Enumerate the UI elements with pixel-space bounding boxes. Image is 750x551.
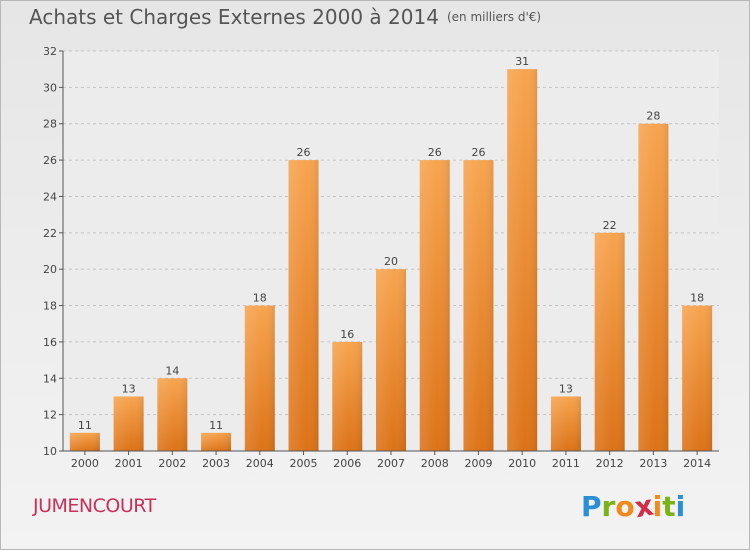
x-tick-label: 2007	[377, 457, 405, 470]
x-tick-label: 2011	[552, 457, 580, 470]
x-tick-label: 2006	[333, 457, 361, 470]
bar-shade	[288, 160, 319, 451]
y-tick-label: 32	[43, 45, 57, 58]
bar-value-label: 16	[340, 328, 354, 341]
chart-title: Achats et Charges Externes 2000 à 2014 (e…	[29, 5, 541, 29]
bar-shade	[682, 305, 713, 451]
bar-value-label: 26	[428, 146, 442, 159]
logo-letter: i	[652, 490, 663, 523]
logo-letter: t	[662, 490, 676, 523]
logo-letter: o	[615, 490, 635, 523]
bar-shade	[419, 160, 450, 451]
y-tick-label: 24	[43, 190, 57, 203]
x-tick-label: 2002	[158, 457, 186, 470]
bar-shade	[157, 378, 188, 451]
bar-value-label: 18	[690, 292, 704, 305]
bar-shade	[376, 269, 406, 451]
bar-value-label: 13	[122, 382, 136, 395]
x-tick-label: 2008	[421, 457, 449, 470]
commune-name: JUMENCOURT	[33, 495, 156, 517]
y-tick-label: 26	[43, 154, 57, 167]
logo-letter: r	[601, 490, 616, 523]
x-tick-label: 2003	[202, 457, 230, 470]
x-tick-label: 2012	[596, 457, 624, 470]
proxiti-logo[interactable]: Proxiti	[581, 489, 686, 525]
y-tick-label: 10	[43, 445, 57, 458]
x-tick-label: 2001	[115, 457, 143, 470]
x-tick-label: 2014	[683, 457, 711, 470]
bar-value-label: 26	[297, 146, 311, 159]
y-tick-label: 28	[43, 118, 57, 131]
bar-value-label: 14	[165, 364, 179, 377]
bar-value-label: 11	[78, 419, 92, 432]
bar-shade	[550, 396, 581, 451]
logo-letter: i	[675, 490, 686, 523]
x-tick-label: 2013	[639, 457, 667, 470]
bar-shade	[113, 396, 144, 451]
bar-shade	[332, 341, 363, 451]
bar-value-label: 26	[471, 146, 485, 159]
y-tick-label: 12	[43, 409, 57, 422]
chart-unit: (en milliers d'€)	[446, 10, 542, 24]
x-tick-label: 2010	[508, 457, 536, 470]
bar-value-label: 22	[603, 219, 617, 232]
chart-title-text: Achats et Charges Externes 2000 à 2014	[29, 5, 439, 29]
bar-shade	[201, 432, 232, 451]
y-tick-label: 16	[43, 336, 57, 349]
x-tick-label: 2004	[246, 457, 274, 470]
logo-letter: P	[581, 490, 602, 523]
bar-value-label: 31	[515, 55, 529, 68]
bar-shade	[638, 123, 669, 452]
y-tick-label: 20	[43, 263, 57, 276]
bar-value-label: 28	[646, 110, 660, 123]
y-tick-label: 22	[43, 227, 57, 240]
x-tick-label: 2000	[71, 457, 99, 470]
x-tick-label: 2009	[464, 457, 492, 470]
y-tick-label: 30	[43, 81, 57, 94]
bar-shade	[463, 160, 494, 451]
bars-layer: 11 13 14 11 18 26 16 20 26 26 31 13 22 28 18	[69, 55, 713, 452]
x-tick-label: 2005	[290, 457, 318, 470]
bar-value-label: 11	[209, 419, 223, 432]
bar-value-label: 20	[384, 255, 398, 268]
bar-shade	[69, 432, 100, 451]
y-tick-label: 18	[43, 300, 57, 313]
bar-value-label: 18	[253, 292, 267, 305]
bar-shade	[507, 69, 538, 451]
bar-shade	[594, 232, 625, 451]
bar-shade	[244, 305, 275, 451]
axis-layer: 10 12 14 16 18 20 22 24 26 28 30 32 2000 2001 2002 2003…	[43, 45, 719, 470]
bar-value-label: 13	[559, 382, 573, 395]
y-tick-label: 14	[43, 372, 57, 385]
